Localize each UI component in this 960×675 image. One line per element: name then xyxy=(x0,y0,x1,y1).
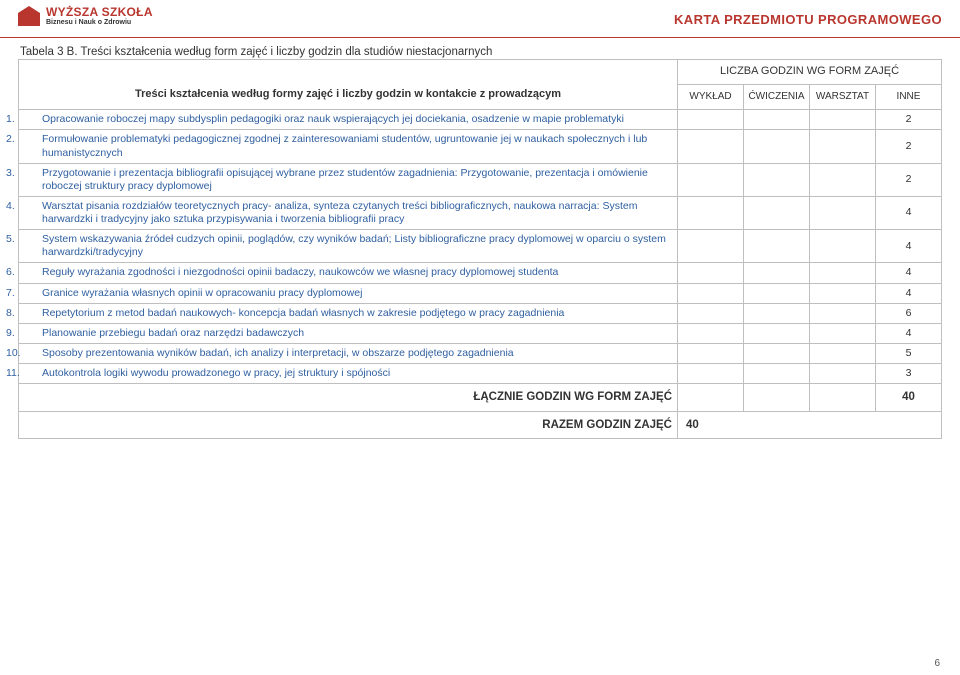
table-row: 10.Sposoby prezentowania wyników badań, … xyxy=(19,343,942,363)
hours-inne: 6 xyxy=(876,303,942,323)
table-row: 1.Opracowanie roboczej mapy subdysplin p… xyxy=(19,110,942,130)
table-row: 6.Reguły wyrażania zgodności i niezgodno… xyxy=(19,263,942,283)
hours-cell xyxy=(810,364,876,384)
hours-cell xyxy=(810,343,876,363)
total-wyklad xyxy=(678,384,744,411)
logo: WYŻSZA SZKOŁA Biznesu i Nauk o Zdrowiu xyxy=(18,6,153,26)
hours-inne: 4 xyxy=(876,263,942,283)
col-group-header: LICZBA GODZIN WG FORM ZAJĘĆ xyxy=(678,60,942,85)
row-content: 6.Reguły wyrażania zgodności i niezgodno… xyxy=(19,263,678,283)
hours-cell xyxy=(744,364,810,384)
hours-cell xyxy=(810,303,876,323)
hours-cell xyxy=(678,343,744,363)
hours-inne: 4 xyxy=(876,283,942,303)
hours-cell xyxy=(678,110,744,130)
hours-cell xyxy=(810,230,876,263)
total-warsztat xyxy=(810,384,876,411)
hours-inne: 4 xyxy=(876,230,942,263)
hours-cell xyxy=(678,263,744,283)
row-content: 9.Planowanie przebiegu badań oraz narzęd… xyxy=(19,323,678,343)
hours-cell xyxy=(744,230,810,263)
row-content: 11.Autokontrola logiki wywodu prowadzone… xyxy=(19,364,678,384)
hours-cell xyxy=(810,323,876,343)
hours-inne: 2 xyxy=(876,110,942,130)
hours-cell xyxy=(744,343,810,363)
logo-icon xyxy=(18,6,40,26)
curriculum-table: Treści kształcenia według formy zajęć i … xyxy=(18,59,942,439)
row-content: 8.Repetytorium z metod badań naukowych- … xyxy=(19,303,678,323)
document-title: KARTA PRZEDMIOTU PROGRAMOWEGO xyxy=(674,6,942,27)
table-row: 7.Granice wyrażania własnych opinii w op… xyxy=(19,283,942,303)
hours-cell xyxy=(744,283,810,303)
row-content: 10.Sposoby prezentowania wyników badań, … xyxy=(19,343,678,363)
table-row: 2.Formułowanie problematyki pedagogiczne… xyxy=(19,130,942,163)
row-content: 2.Formułowanie problematyki pedagogiczne… xyxy=(19,130,678,163)
hours-cell xyxy=(744,196,810,229)
page-header: WYŻSZA SZKOŁA Biznesu i Nauk o Zdrowiu K… xyxy=(0,0,960,38)
hours-cell xyxy=(810,110,876,130)
col-cwiczenia: ĆWICZENIA xyxy=(744,84,810,110)
row-content: 5.System wskazywania źródeł cudzych opin… xyxy=(19,230,678,263)
table-body: 1.Opracowanie roboczej mapy subdysplin p… xyxy=(19,110,942,384)
col-inne: INNE xyxy=(876,84,942,110)
hours-cell xyxy=(678,196,744,229)
hours-cell xyxy=(678,323,744,343)
hours-cell xyxy=(744,130,810,163)
row-content: 3.Przygotowanie i prezentacja bibliograf… xyxy=(19,163,678,196)
total-inne: 40 xyxy=(876,384,942,411)
hours-cell xyxy=(810,130,876,163)
hours-inne: 2 xyxy=(876,130,942,163)
hours-inne: 4 xyxy=(876,196,942,229)
hours-cell xyxy=(744,303,810,323)
hours-cell xyxy=(810,283,876,303)
hours-inne: 5 xyxy=(876,343,942,363)
hours-cell xyxy=(678,364,744,384)
table-row: 8.Repetytorium z metod badań naukowych- … xyxy=(19,303,942,323)
row-content: 1.Opracowanie roboczej mapy subdysplin p… xyxy=(19,110,678,130)
total-all-label: RAZEM GODZIN ZAJĘĆ xyxy=(19,411,678,438)
hours-cell xyxy=(744,110,810,130)
hours-cell xyxy=(744,323,810,343)
logo-sub-text: Biznesu i Nauk o Zdrowiu xyxy=(46,19,153,26)
row-content: 7.Granice wyrażania własnych opinii w op… xyxy=(19,283,678,303)
logo-main-text: WYŻSZA SZKOŁA xyxy=(46,6,153,19)
hours-cell xyxy=(810,163,876,196)
hours-cell xyxy=(678,303,744,323)
hours-inne: 3 xyxy=(876,364,942,384)
page-number: 6 xyxy=(934,658,940,669)
hours-inne: 2 xyxy=(876,163,942,196)
hours-cell xyxy=(810,263,876,283)
total-all-value: 40 xyxy=(678,411,942,438)
total-cwiczenia xyxy=(744,384,810,411)
hours-cell xyxy=(678,163,744,196)
table-row: 3.Przygotowanie i prezentacja bibliograf… xyxy=(19,163,942,196)
hours-cell xyxy=(678,283,744,303)
table-row: 4.Warsztat pisania rozdziałów teoretyczn… xyxy=(19,196,942,229)
col-warsztat: WARSZTAT xyxy=(810,84,876,110)
table-row: 9.Planowanie przebiegu badań oraz narzęd… xyxy=(19,323,942,343)
hours-cell xyxy=(678,130,744,163)
hours-cell xyxy=(744,263,810,283)
table-caption: Tabela 3 B. Treści kształcenia według fo… xyxy=(20,46,942,58)
total-forms-label: ŁĄCZNIE GODZIN WG FORM ZAJĘĆ xyxy=(19,384,678,411)
col-content-header: Treści kształcenia według formy zajęć i … xyxy=(19,60,678,110)
hours-cell xyxy=(678,230,744,263)
row-content: 4.Warsztat pisania rozdziałów teoretyczn… xyxy=(19,196,678,229)
hours-cell xyxy=(810,196,876,229)
hours-inne: 4 xyxy=(876,323,942,343)
table-row: 11.Autokontrola logiki wywodu prowadzone… xyxy=(19,364,942,384)
hours-cell xyxy=(744,163,810,196)
col-wyklad: WYKŁAD xyxy=(678,84,744,110)
table-row: 5.System wskazywania źródeł cudzych opin… xyxy=(19,230,942,263)
